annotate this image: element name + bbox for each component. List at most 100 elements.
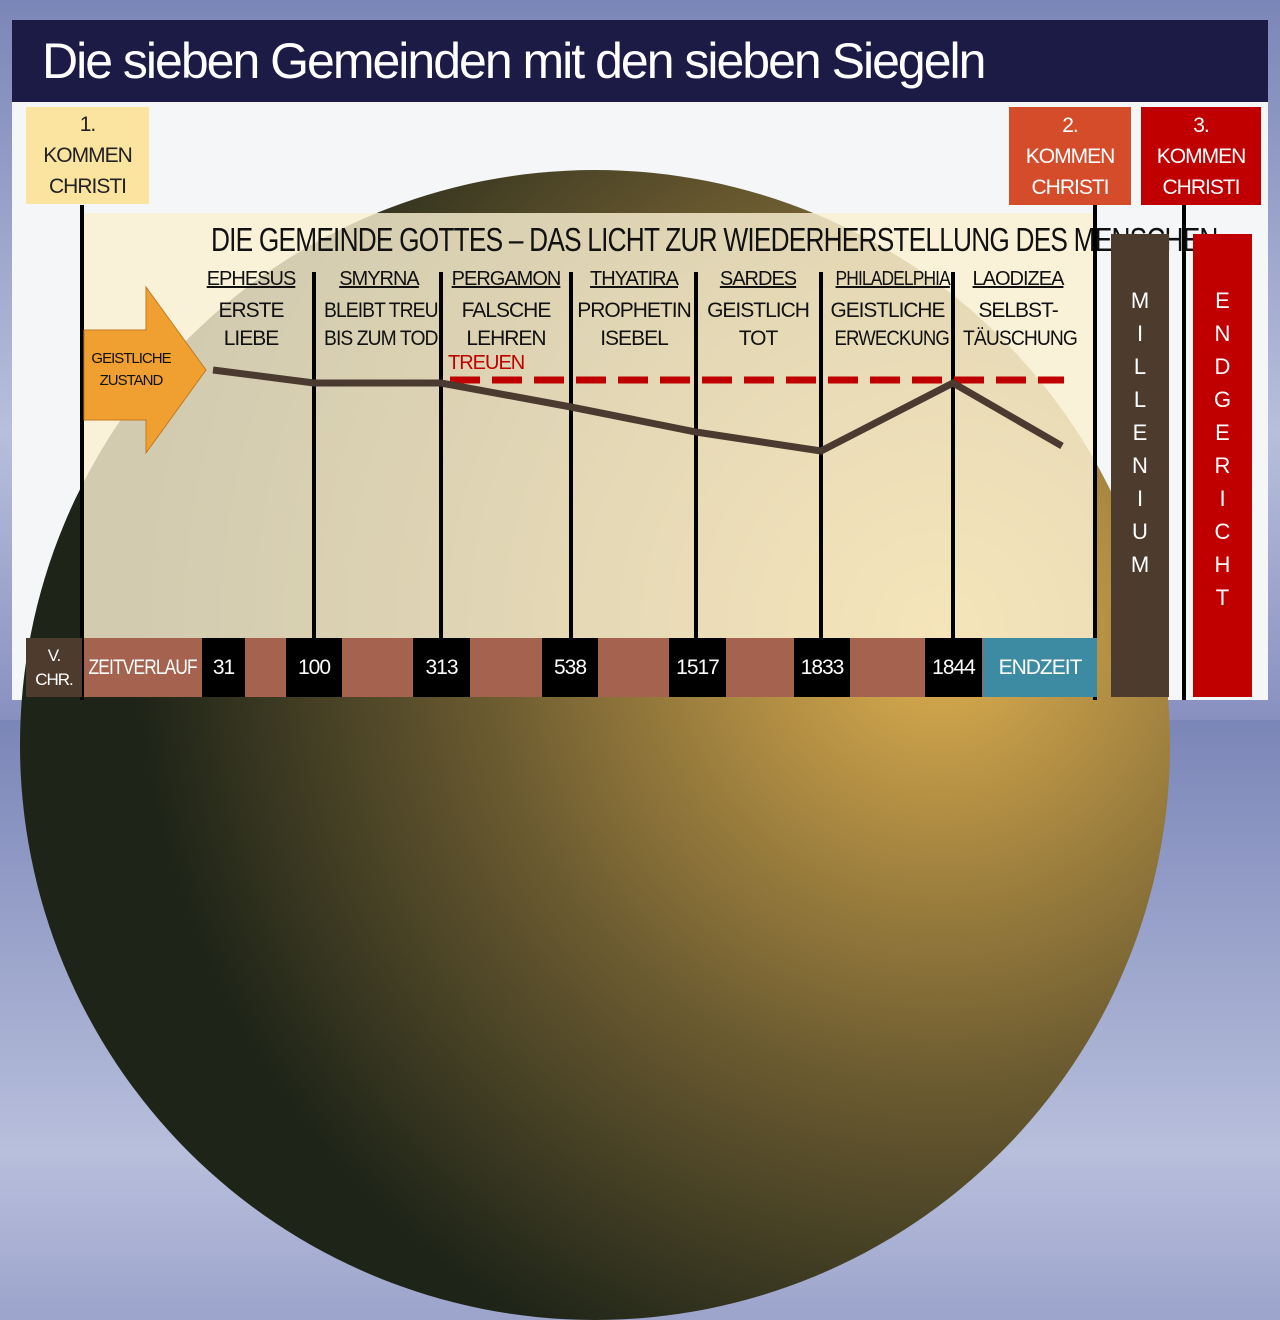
vertical-letter: I [1219,486,1226,511]
divider [951,272,955,638]
church-name: PHILADELPHIA [835,268,951,290]
vertical-letter: L [1133,354,1147,379]
state-arrow [83,285,207,455]
bc-box: V. CHR. [26,638,82,697]
endzeit-label: ENDZEIT [998,655,1083,679]
church-4: SARDES GEISTLICH TOT [698,265,818,353]
panel-heading-wrap: DIE GEMEINDE GOTTES – DAS LICHT ZUR WIED… [82,220,1218,260]
vertical-letter: C [1214,519,1231,544]
vertical-letter: T [1215,585,1230,610]
divider [1182,205,1186,700]
church-name: PERGAMON [451,268,562,290]
divider [80,205,84,700]
vertical-letter: M [1130,288,1150,313]
year-box: 313 [413,638,470,697]
third-coming-box: 3. KOMMEN CHRISTI [1141,107,1261,205]
church-trait-l2: TOT [738,327,779,350]
second-coming-l2: CHRISTI [1031,175,1110,199]
timeline-label: ZEITVERLAUF [88,655,198,679]
church-trait-l2: LIEBE [223,327,280,350]
church-6: LAODIZEA SELBST- TÄUSCHUNG [958,265,1078,353]
endzeit-box: ENDZEIT [983,638,1097,697]
year-label: 1833 [800,655,845,679]
year-label: 538 [553,655,587,679]
church-trait-l1: ERSTE [218,299,284,322]
vertical-letter: U [1132,519,1148,544]
year-box: 100 [286,638,342,697]
vertical-letter: N [1132,453,1148,478]
bc-l1: V. [47,645,61,665]
arrow-label-l1: GEISTLICHE [91,350,171,367]
year-label: 31 [212,655,235,679]
second-coming-box: 2. KOMMEN CHRISTI [1009,107,1131,205]
church-1: SMYRNA BLEIBT TREU BIS ZUM TOD [319,265,439,353]
year-box: 31 [202,638,245,697]
arrow-label: GEISTLICHE ZUSTAND [84,348,178,392]
vertical-letter: M [1130,552,1150,577]
divider [819,272,823,638]
third-coming-num: 3. [1193,113,1209,137]
first-coming-l2: CHRISTI [49,175,127,198]
timeline-label-wrap: ZEITVERLAUF [86,638,200,697]
vertical-letter: E [1215,420,1230,445]
church-panel [82,213,1095,638]
church-trait-l1: SELBST- [978,299,1058,322]
year-box: 538 [542,638,598,697]
vertical-letter: I [1136,486,1144,511]
divider [1093,205,1097,700]
vertical-letter: G [1213,387,1232,412]
year-label: 1844 [932,655,976,679]
vertical-letter: L [1133,387,1147,412]
year-box: 1844 [925,638,982,697]
vertical-letter: H [1214,552,1231,577]
church-trait-l2: ERWECKUNG [834,327,950,350]
first-coming-l1: KOMMEN [43,144,132,167]
year-label: 1517 [676,655,720,679]
year-box: 1833 [794,638,850,697]
divider [694,272,698,638]
vertical-letter: D [1214,354,1231,379]
vertical-letter: R [1214,453,1231,478]
church-trait-l2: TÄUSCHUNG [963,327,1078,350]
vertical-letter: E [1215,288,1230,313]
second-coming-l1: KOMMEN [1025,144,1115,168]
church-trait-l1: PROPHETIN [577,299,692,322]
first-coming-box: 1. KOMMEN CHRISTI [26,107,149,204]
state-chart [83,285,1064,455]
divider [439,272,443,638]
bc-l2: CHR. [35,669,74,689]
slide-title: Die sieben Gemeinden mit den sieben Sieg… [12,20,1268,102]
church-2: PERGAMON FALSCHE LEHREN [446,265,566,353]
church-trait-l2: ISEBEL [600,327,669,350]
spiritual-state-line [212,366,1064,455]
vertical-letter: N [1214,321,1231,346]
church-3: THYATIRA PROPHETIN ISEBEL [574,265,694,353]
church-name: THYATIRA [590,268,679,290]
church-name: SARDES [719,268,797,290]
church-5: PHILADELPHIA GEISTLICHE ERWECKUNG [827,265,951,353]
church-trait-l2: BIS ZUM TOD [324,327,438,350]
church-name: LAODIZEA [972,268,1065,290]
year-label: 100 [297,655,331,679]
first-coming-num: 1. [79,113,96,136]
church-0: EPHESUS ERSTE LIEBE [191,265,311,353]
faithful-label: TREUEN [448,352,525,374]
third-coming-l2: CHRISTI [1162,175,1241,199]
divider [312,272,316,638]
church-trait-l1: GEISTLICHE [830,299,945,322]
third-coming-l1: KOMMEN [1156,144,1246,168]
year-label: 313 [425,655,458,679]
church-trait-l1: FALSCHE [461,299,552,322]
church-trait-l1: BLEIBT TREU [324,299,439,322]
church-trait-l1: GEISTLICH [707,299,810,322]
second-coming-num: 2. [1062,113,1078,137]
church-trait-l2: LEHREN [466,327,546,350]
divider [569,272,573,638]
year-box: 1517 [669,638,726,697]
arrow-label-l2: ZUSTAND [99,372,164,389]
panel-heading: DIE GEMEINDE GOTTES – DAS LICHT ZUR WIED… [210,221,1218,258]
church-name: EPHESUS [206,268,297,290]
church-name: SMYRNA [339,268,420,290]
